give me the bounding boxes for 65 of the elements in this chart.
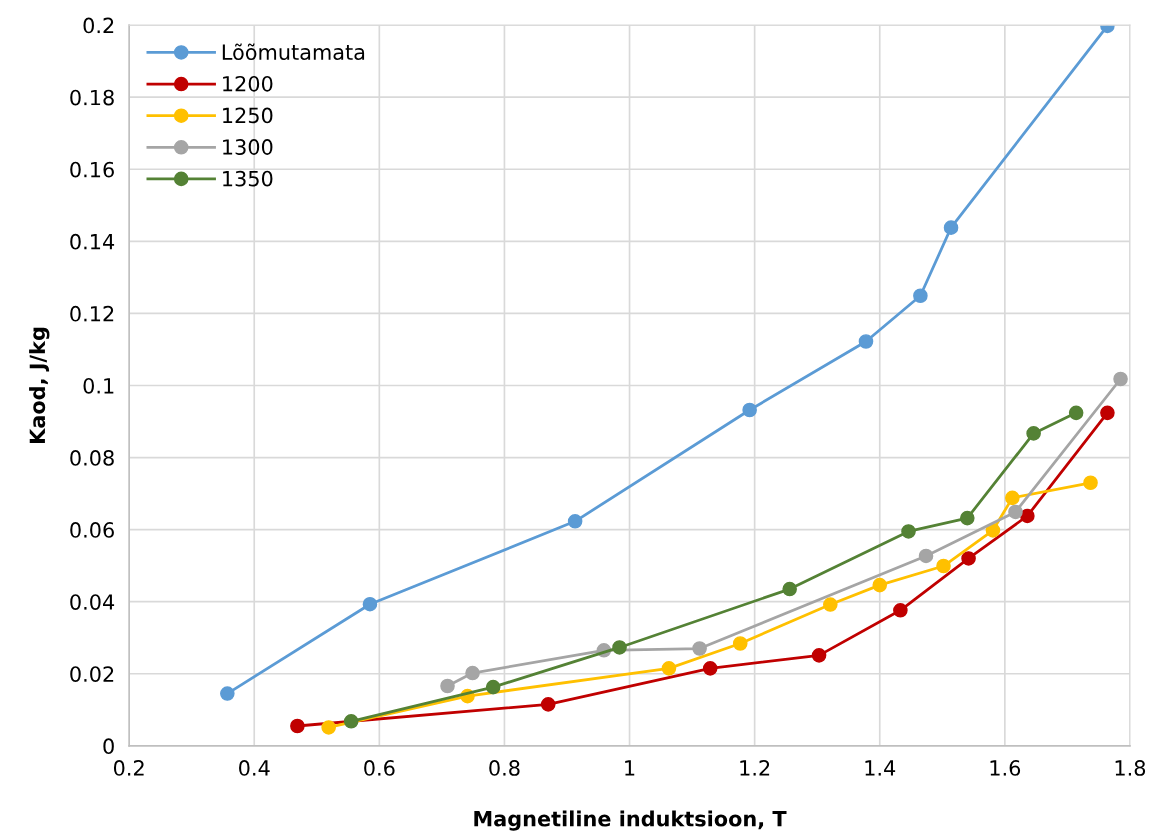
point	[220, 686, 235, 701]
point	[702, 661, 718, 676]
y-tick-label: 0.06	[70, 522, 114, 538]
y-tick-label: 0.2	[83, 17, 114, 34]
y-tick-label: 0	[103, 738, 114, 755]
point	[1026, 426, 1041, 441]
point	[960, 510, 975, 526]
point	[742, 402, 757, 418]
y-tick-label: 0.16	[70, 161, 114, 178]
legend-label: 1350	[223, 170, 273, 187]
y-tick-label: 0.1	[83, 377, 114, 394]
y-tick-label: 0.12	[70, 305, 114, 322]
point	[1100, 405, 1115, 421]
y-tick-label: 0.14	[70, 233, 115, 250]
point	[692, 641, 707, 656]
legend-label: 1250	[223, 107, 273, 124]
legend-label: 1300	[223, 139, 273, 155]
point	[1008, 504, 1023, 520]
x-tick-label: 0.4	[239, 760, 270, 776]
point	[362, 596, 378, 612]
point	[732, 636, 748, 651]
point	[1020, 508, 1035, 524]
point	[872, 577, 888, 593]
point	[661, 661, 677, 676]
point	[465, 665, 480, 681]
x-axis-title: Magnetiline induktsioon, T	[474, 810, 787, 831]
point	[811, 648, 827, 663]
point	[1005, 490, 1020, 506]
point	[961, 551, 976, 566]
legend-label: 1200	[223, 75, 273, 92]
y-axis-title: Kaod, J/kg	[29, 327, 50, 443]
point	[440, 678, 455, 694]
point	[321, 720, 336, 735]
legend-label: Lõõmutamata	[222, 43, 365, 61]
x-tick-label: 0.8	[489, 760, 520, 776]
x-tick-label: 1	[625, 760, 635, 776]
point	[936, 558, 951, 574]
point	[782, 581, 797, 597]
point	[1113, 371, 1128, 387]
point	[540, 697, 556, 712]
point	[567, 514, 583, 529]
point	[918, 548, 934, 564]
point	[985, 523, 1001, 538]
point	[858, 334, 874, 349]
point	[1083, 475, 1098, 491]
point	[901, 524, 916, 539]
point	[1068, 405, 1084, 421]
x-tick-label: 0.6	[364, 760, 395, 776]
point	[823, 597, 838, 612]
x-tick-label: 1.2	[740, 760, 770, 776]
y-tick-label: 0.18	[70, 89, 114, 106]
point	[943, 220, 959, 235]
point	[913, 288, 928, 304]
x-tick-label: 1.8	[1115, 760, 1146, 776]
y-tick-label: 0.08	[70, 450, 114, 466]
point	[290, 718, 305, 734]
x-tick-label: 0.2	[113, 760, 144, 776]
point	[343, 714, 359, 729]
point	[893, 603, 908, 618]
point	[612, 640, 627, 655]
x-tick-label: 1.6	[990, 760, 1021, 776]
x-tick-label: 1.4	[865, 760, 896, 776]
point	[485, 679, 501, 695]
y-tick-label: 0.04	[70, 594, 115, 610]
y-tick-label: 0.02	[70, 666, 114, 682]
